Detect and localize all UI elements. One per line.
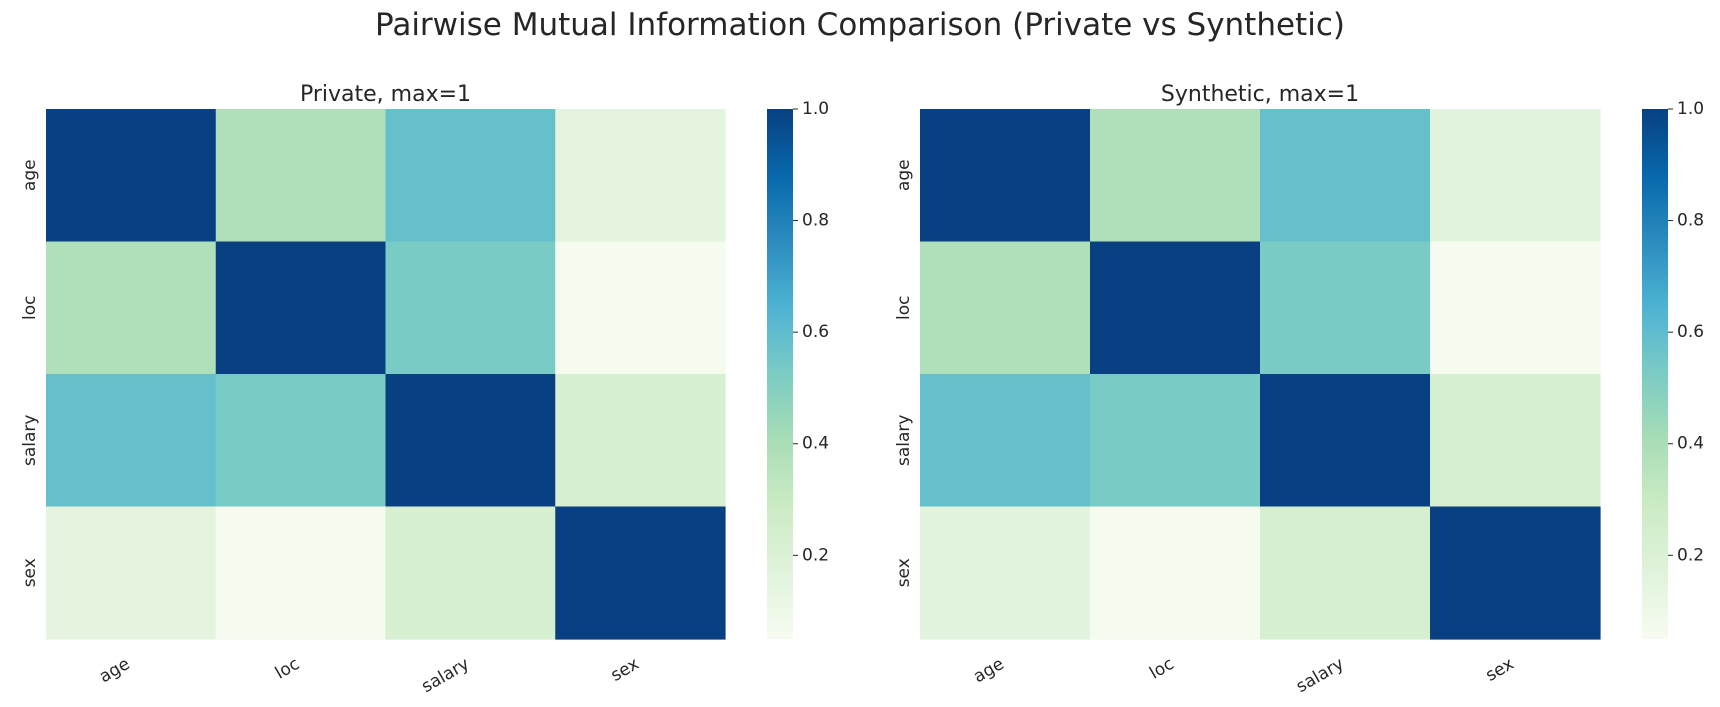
y-tick-label: salary (20, 415, 40, 466)
x-tick-label: age (96, 654, 133, 687)
heatmap-cell (215, 109, 387, 243)
x-tick-label: sex (607, 654, 642, 686)
x-tick-label: loc (272, 654, 303, 684)
heatmap-cell (555, 241, 726, 375)
colorbar-tick-label: 0.4 (802, 434, 829, 454)
colorbar-tick-label: 0.8 (802, 211, 829, 231)
heatmap-cell (920, 506, 1091, 640)
y-tick-label: age (894, 159, 914, 191)
x-tick-label: sex (1482, 654, 1517, 686)
panels: Private, max=1 age loc salary sex age loc salar… (20, 82, 1704, 697)
heatmap-cell (1260, 506, 1431, 640)
panel-title: Synthetic, max=1 (1161, 82, 1359, 107)
heatmap-cell (46, 241, 217, 375)
colorbar-tick-label: 1.0 (1677, 99, 1704, 119)
x-tick-label: loc (1146, 654, 1177, 684)
heatmap-cell (215, 506, 387, 640)
heatmap-cell (920, 109, 1091, 243)
colorbar-tick-label: 0.2 (802, 545, 829, 565)
heatmap-cell (1090, 241, 1261, 375)
y-tick-label: salary (894, 415, 914, 466)
colorbar-tick-label: 1.0 (802, 99, 829, 119)
panel-title: Private, max=1 (300, 82, 471, 107)
heatmap-cell (920, 374, 1091, 508)
colorbar-tick-label: 0.6 (1677, 322, 1704, 342)
x-tick-label: age (970, 654, 1007, 687)
heatmap-cell (385, 374, 556, 508)
heatmap-cell (385, 506, 556, 640)
heatmap-cell (1090, 109, 1261, 243)
heatmap-cell (46, 374, 217, 508)
y-tick-label: sex (20, 558, 40, 587)
heatmap-cell (1260, 374, 1431, 508)
heatmap-cell (920, 241, 1091, 375)
heatmap-cell (385, 109, 556, 243)
heatmap-cell (1090, 374, 1261, 508)
heatmap-cell (1430, 506, 1601, 640)
colorbar-tick-label: 0.2 (1677, 545, 1704, 565)
y-tick-label: age (20, 159, 40, 191)
y-tick-label: loc (20, 296, 40, 320)
heatmap-cell (555, 506, 726, 640)
x-tick-label: salary (1293, 654, 1348, 697)
heatmap-cell (1430, 241, 1601, 375)
heatmap-cell (46, 109, 217, 243)
y-tick-label: loc (894, 296, 914, 320)
heatmap-cell (46, 506, 217, 640)
heatmap-cell (1430, 374, 1601, 508)
heatmap-cell (215, 374, 387, 508)
x-tick-label: salary (418, 654, 473, 697)
heatmap-cell (1260, 241, 1431, 375)
heatmap-panel-1: Synthetic, max=1 age loc salary sex age loc sal… (894, 82, 1704, 697)
heatmap-cell (1430, 109, 1601, 243)
heatmap-cell (1260, 109, 1431, 243)
heatmap-panel-0: Private, max=1 age loc salary sex age loc salar… (20, 82, 829, 697)
heatmap-cell (555, 374, 726, 508)
heatmap-cell (1090, 506, 1261, 640)
colorbar-tick-label: 0.8 (1677, 211, 1704, 231)
y-tick-label: sex (894, 558, 914, 587)
heatmap-cell (555, 109, 726, 243)
heatmap-cell (215, 241, 387, 375)
colorbar-tick-label: 0.4 (1677, 434, 1704, 454)
heatmap-cell (385, 241, 556, 375)
colorbar-tick-label: 0.6 (802, 322, 829, 342)
figure-title: Pairwise Mutual Information Comparison (… (375, 7, 1345, 43)
colorbar (1642, 109, 1668, 639)
colorbar (767, 109, 793, 639)
